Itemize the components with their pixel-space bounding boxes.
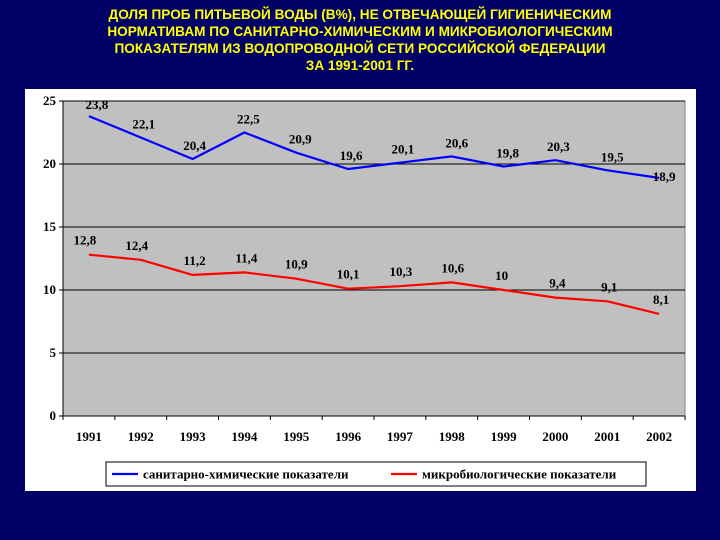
slide-title-line-2: НОРМАТИВАМ ПО САНИТАРНО-ХИМИЧЕСКИМ И МИК… <box>107 24 613 39</box>
data-label: 12,8 <box>74 233 97 248</box>
data-label: 11,4 <box>235 250 258 265</box>
data-label: 9,1 <box>601 279 617 294</box>
data-label: 18,9 <box>653 169 676 184</box>
data-label: 19,6 <box>340 148 363 163</box>
x-tick-label: 1999 <box>491 429 518 444</box>
x-tick-label: 1995 <box>283 429 310 444</box>
data-label: 10,9 <box>285 257 308 272</box>
data-label: 8,1 <box>653 292 669 307</box>
series-line-1 <box>88 115 660 179</box>
plot-area <box>62 100 686 417</box>
y-tick-label: 0 <box>50 408 57 423</box>
legend-label-1: санитарно-химические показатели <box>143 467 349 482</box>
data-label: 22,1 <box>132 117 155 132</box>
x-tick-label: 1998 <box>439 429 466 444</box>
data-label: 20,9 <box>289 132 312 147</box>
series-line-2 <box>88 253 660 315</box>
x-tick-label: 2002 <box>646 429 672 444</box>
slide-title-line-1: ДОЛЯ ПРОБ ПИТЬЕВОЙ ВОДЫ (В%), НЕ ОТВЕЧАЮ… <box>108 7 612 22</box>
data-label: 20,4 <box>183 138 206 153</box>
slide-title-line-4: ЗА 1991-2001 ГГ. <box>305 58 415 73</box>
chart-panel: 0 5 10 15 20 25 1991 1992 1993 1994 1995 1996 1997 19… <box>25 89 696 491</box>
data-label: 20,6 <box>445 135 468 150</box>
data-label: 9,4 <box>549 276 566 291</box>
y-tick-label: 20 <box>43 156 56 171</box>
slide-title: ДОЛЯ ПРОБ ПИТЬЕВОЙ ВОДЫ (В%), НЕ ОТВЕЧАЮ… <box>20 6 700 74</box>
data-label: 22,5 <box>237 112 260 127</box>
line-chart: 0 5 10 15 20 25 1991 1992 1993 1994 1995 1996 1997 19… <box>43 93 686 487</box>
data-label: 10,1 <box>337 267 360 282</box>
x-tick-label: 1992 <box>128 429 154 444</box>
y-tick-label: 25 <box>43 93 57 108</box>
y-tick-label: 15 <box>43 219 57 234</box>
x-tick-label: 2000 <box>542 429 568 444</box>
x-tick-label: 1997 <box>387 429 414 444</box>
legend-label-2: микробиологические показатели <box>422 467 617 482</box>
data-label: 11,2 <box>184 253 206 268</box>
x-tick-label: 2001 <box>594 429 620 444</box>
x-tick-label: 1991 <box>76 429 102 444</box>
x-tick-label: 1996 <box>335 429 362 444</box>
data-label: 10,3 <box>390 264 413 279</box>
data-label: 20,3 <box>547 139 570 154</box>
slide-title-line-3: ПОКАЗАТЕЛЯМ ИЗ ВОДОПРОВОДНОЙ СЕТИ РОССИЙ… <box>114 41 606 56</box>
y-tick-label: 5 <box>50 345 57 360</box>
data-label: 19,5 <box>601 149 624 164</box>
data-label: 23,8 <box>86 97 109 112</box>
legend <box>105 461 647 487</box>
x-tick-label: 1993 <box>180 429 207 444</box>
data-label: 19,8 <box>496 146 519 161</box>
x-tick-label: 1994 <box>231 429 258 444</box>
data-label: 20,1 <box>392 142 415 157</box>
data-label: 12,4 <box>125 238 148 253</box>
data-label: 10 <box>495 268 508 283</box>
y-tick-label: 10 <box>43 282 56 297</box>
data-label: 10,6 <box>441 260 464 275</box>
